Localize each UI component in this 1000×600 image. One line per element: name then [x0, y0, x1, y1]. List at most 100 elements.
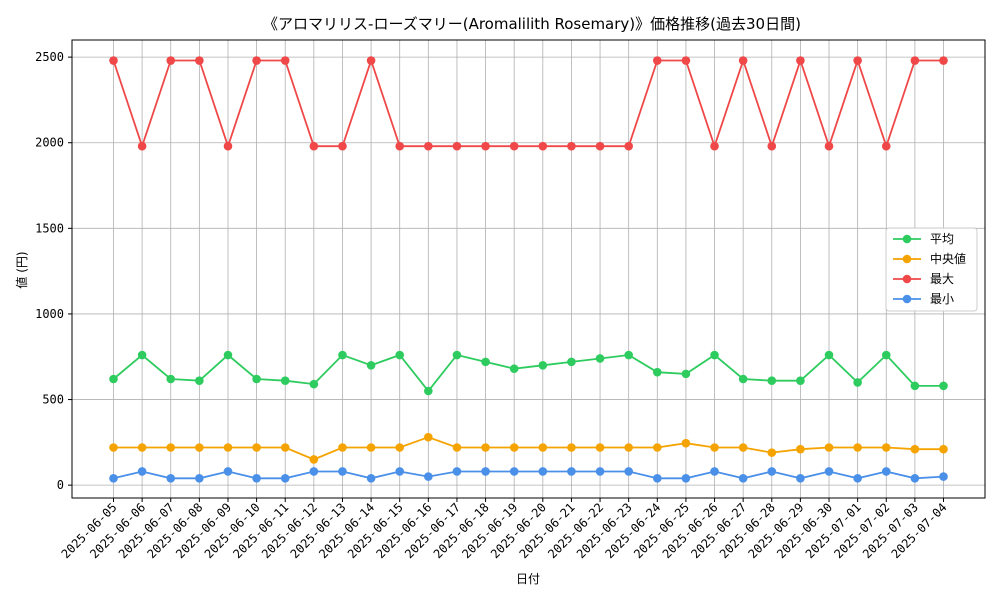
data-point	[624, 443, 633, 452]
data-point	[166, 56, 176, 65]
data-point	[939, 381, 948, 391]
data-point	[567, 443, 576, 452]
data-point	[395, 141, 405, 151]
data-point	[538, 443, 548, 452]
y-tick-label: 500	[42, 393, 64, 407]
data-point	[366, 443, 376, 452]
data-point	[624, 141, 633, 151]
data-point	[824, 443, 834, 452]
data-point	[853, 56, 862, 65]
data-point	[681, 369, 691, 379]
data-point	[166, 474, 176, 483]
series-0	[109, 350, 948, 396]
data-point	[710, 350, 719, 360]
y-tick-label: 1000	[35, 307, 64, 321]
data-point	[824, 350, 834, 360]
legend-box	[885, 227, 978, 312]
series-line	[112, 57, 944, 150]
data-point	[710, 467, 719, 476]
data-point	[767, 448, 777, 457]
data-point	[481, 141, 490, 151]
data-point	[424, 386, 433, 396]
data-point	[195, 376, 204, 386]
data-point	[137, 443, 147, 452]
data-point	[853, 474, 862, 483]
data-point	[195, 56, 204, 65]
y-axis-ticks: 0 500 1000 1500 2000 2500	[35, 50, 72, 492]
data-point	[824, 467, 834, 476]
data-point	[424, 141, 433, 151]
y-tick-label: 1500	[35, 221, 64, 235]
x-axis-label: 日付	[516, 572, 540, 586]
legend-marker	[902, 234, 912, 244]
data-point	[481, 357, 490, 367]
data-point	[166, 443, 176, 452]
data-point	[796, 474, 805, 483]
data-point	[853, 378, 862, 387]
data-point	[481, 467, 490, 476]
legend-marker	[902, 254, 912, 264]
data-point	[652, 474, 662, 483]
legend-label: 平均	[930, 232, 954, 246]
data-point	[338, 443, 347, 452]
data-point	[538, 141, 548, 151]
data-point	[338, 467, 347, 476]
data-point	[252, 443, 261, 452]
data-point	[538, 361, 548, 370]
data-point	[881, 443, 891, 452]
legend-item: 最小	[893, 292, 954, 306]
data-point	[137, 467, 147, 476]
data-point	[824, 141, 834, 151]
series-line	[113, 436, 944, 461]
data-point	[710, 443, 719, 452]
data-point	[910, 56, 920, 65]
data-point	[595, 467, 605, 476]
data-point	[309, 141, 319, 151]
series-2	[109, 56, 948, 151]
data-point	[567, 357, 576, 367]
data-point	[280, 56, 290, 65]
data-point	[195, 443, 204, 452]
data-point	[137, 350, 147, 360]
data-point	[509, 364, 519, 374]
y-tick-label: 2000	[35, 136, 64, 150]
legend-marker	[902, 274, 912, 284]
data-point	[624, 467, 633, 476]
chart-title: 《アロマリリス-ローズマリー(Aromalilith Rosemary)》価格推…	[263, 15, 801, 33]
data-point	[452, 141, 462, 151]
y-tick-label: 2500	[35, 50, 64, 64]
data-point	[681, 474, 691, 483]
data-point	[395, 467, 405, 476]
legend-label: 最大	[930, 272, 954, 286]
data-point	[567, 467, 576, 476]
data-point	[881, 350, 891, 360]
data-point	[166, 374, 176, 384]
data-point	[652, 443, 662, 452]
data-point	[910, 474, 920, 483]
grid-lines	[72, 40, 985, 498]
data-point	[595, 443, 605, 452]
series-line	[113, 470, 944, 480]
data-point	[280, 474, 290, 483]
x-axis-ticks: 2025-06-052025-06-062025-06-072025-06-08…	[59, 498, 950, 561]
legend-marker	[902, 294, 912, 304]
data-point	[652, 367, 662, 377]
data-point	[137, 141, 147, 151]
data-point	[910, 381, 920, 391]
data-point	[223, 467, 233, 476]
data-point	[366, 474, 376, 483]
data-point	[767, 467, 777, 476]
data-point	[910, 444, 920, 454]
data-point	[424, 432, 433, 442]
legend-item: 平均	[893, 232, 954, 246]
plot-frame	[71, 39, 986, 499]
data-point	[395, 350, 405, 360]
series-3	[109, 467, 948, 483]
series-lines	[109, 56, 948, 483]
data-point	[481, 443, 490, 452]
data-point	[309, 455, 319, 464]
y-tick-label: 0	[57, 478, 64, 492]
data-point	[223, 443, 233, 452]
series-1	[109, 432, 948, 464]
